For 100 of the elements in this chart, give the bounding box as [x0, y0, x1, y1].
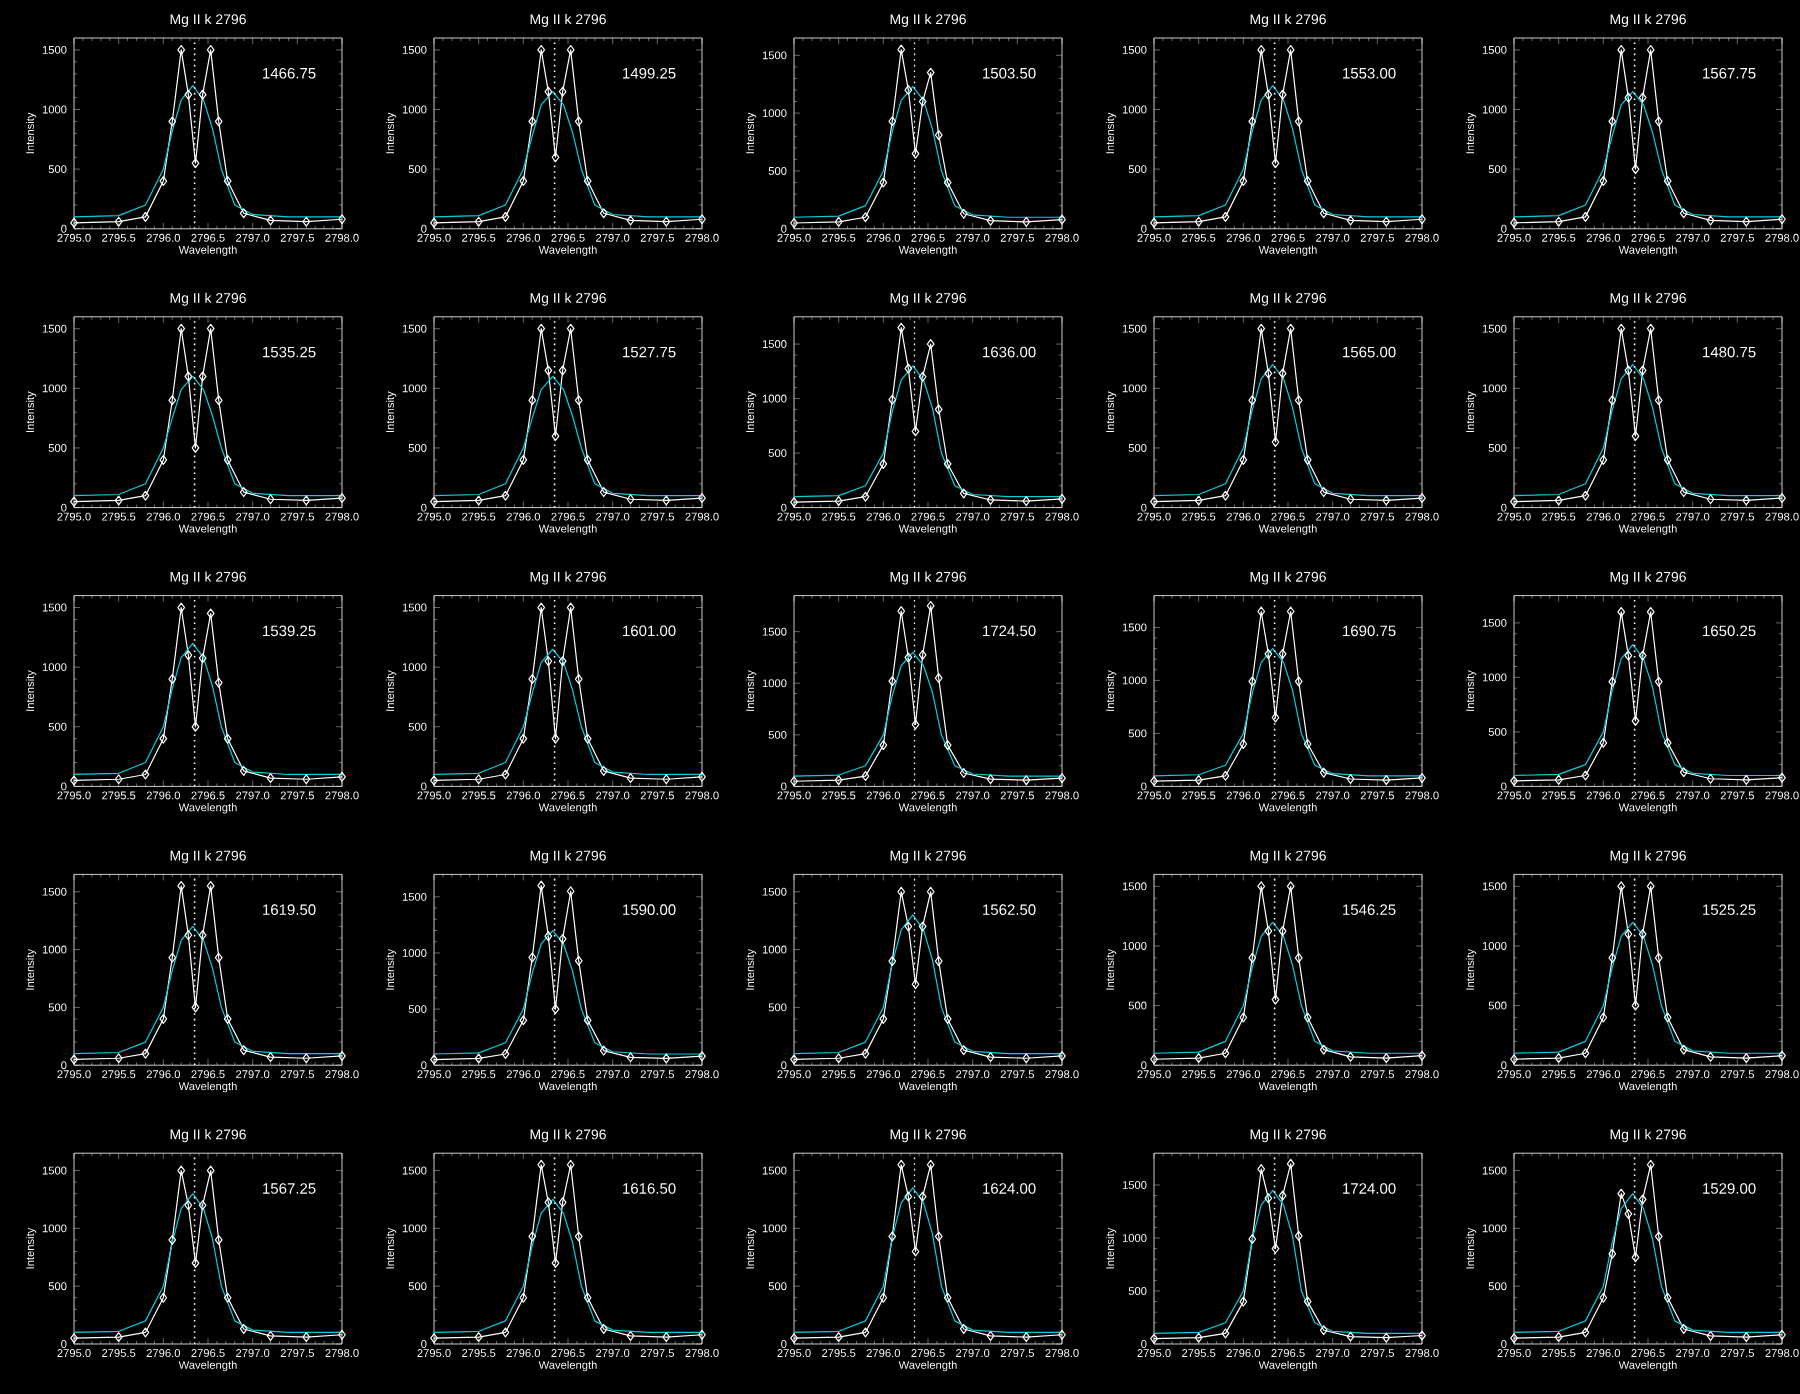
line-series	[794, 365, 1062, 498]
point	[911, 1246, 920, 1257]
point	[206, 608, 215, 619]
point	[184, 1200, 193, 1211]
point	[191, 1002, 200, 1013]
point	[1679, 1044, 1688, 1055]
point	[897, 322, 906, 333]
point	[1248, 395, 1257, 406]
point	[501, 1048, 510, 1059]
point	[1608, 952, 1617, 963]
point	[943, 458, 952, 469]
point	[1264, 1193, 1273, 1204]
point	[1663, 454, 1672, 465]
point	[1346, 773, 1355, 784]
point	[943, 740, 952, 751]
point	[206, 880, 215, 891]
point	[1646, 323, 1655, 334]
point	[1319, 487, 1328, 498]
point	[574, 674, 583, 685]
point	[519, 733, 528, 744]
point	[918, 1191, 927, 1202]
line-series	[434, 91, 702, 218]
point	[879, 740, 888, 751]
point	[1382, 1332, 1391, 1343]
point	[1221, 1048, 1230, 1059]
point	[239, 487, 248, 498]
point	[501, 490, 510, 501]
line-series	[1514, 1193, 1783, 1334]
point	[986, 1330, 995, 1341]
point	[1346, 494, 1355, 505]
point	[583, 1015, 592, 1026]
point	[519, 454, 528, 465]
point	[1742, 495, 1751, 506]
point	[141, 490, 150, 501]
point	[566, 886, 575, 897]
point	[918, 921, 927, 932]
point	[1346, 1331, 1355, 1342]
point	[1624, 1208, 1633, 1219]
line-series	[794, 85, 1062, 218]
point	[519, 176, 528, 187]
point	[302, 1332, 311, 1343]
point	[1319, 1325, 1328, 1336]
point	[1022, 1332, 1031, 1343]
line-series	[434, 375, 702, 497]
point	[239, 208, 248, 219]
point	[159, 733, 168, 744]
point	[1599, 1012, 1608, 1023]
point	[934, 404, 943, 415]
point	[888, 116, 897, 127]
point	[934, 130, 943, 141]
point	[141, 1048, 150, 1059]
line-series	[1154, 648, 1423, 777]
line-series	[794, 914, 1062, 1055]
point	[599, 487, 608, 498]
point	[1638, 650, 1647, 661]
point	[1221, 211, 1230, 222]
point	[1271, 158, 1280, 169]
point	[184, 930, 193, 941]
point	[1608, 116, 1617, 127]
point	[1608, 1248, 1617, 1259]
point	[177, 44, 186, 55]
point	[1742, 1332, 1751, 1343]
point	[1221, 490, 1230, 501]
point	[537, 1159, 546, 1170]
line-series	[434, 648, 702, 776]
point	[544, 365, 553, 376]
point	[302, 216, 311, 227]
point	[214, 395, 223, 406]
point	[266, 215, 275, 226]
point	[528, 395, 537, 406]
point	[574, 395, 583, 406]
point	[986, 774, 995, 785]
point	[918, 649, 927, 660]
point	[528, 952, 537, 963]
point	[943, 1292, 952, 1303]
point	[302, 774, 311, 785]
point	[519, 1292, 528, 1303]
point	[1599, 176, 1608, 187]
point	[583, 454, 592, 465]
point	[168, 1234, 177, 1245]
point	[1638, 1194, 1647, 1205]
point	[1631, 715, 1640, 726]
point	[1294, 1230, 1303, 1241]
point	[1278, 926, 1287, 937]
point	[861, 1048, 870, 1059]
point	[574, 116, 583, 127]
point	[1608, 395, 1617, 406]
point	[1286, 881, 1295, 892]
point	[191, 721, 200, 732]
point	[223, 733, 232, 744]
line-series	[1514, 91, 1783, 218]
point	[1257, 606, 1266, 617]
point	[266, 1052, 275, 1063]
point	[1631, 1252, 1640, 1263]
point	[537, 602, 546, 613]
point	[1654, 676, 1663, 687]
point	[574, 955, 583, 966]
point	[1221, 770, 1230, 781]
point	[1382, 775, 1391, 786]
point	[834, 775, 843, 786]
